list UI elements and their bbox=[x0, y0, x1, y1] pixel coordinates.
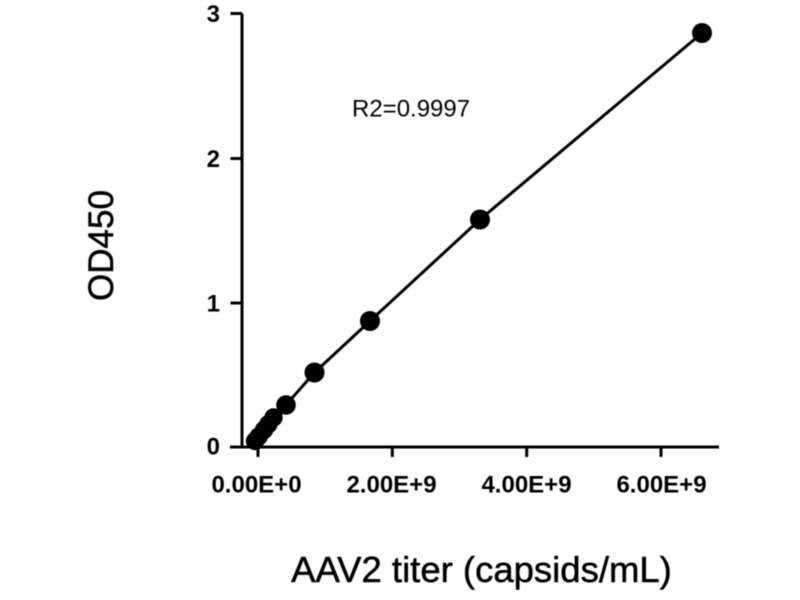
svg-text:AAV2 titer (capsids/mL): AAV2 titer (capsids/mL) bbox=[291, 549, 672, 590]
svg-text:0.00E+0: 0.00E+0 bbox=[211, 472, 301, 499]
svg-text:6.00E+9: 6.00E+9 bbox=[616, 472, 706, 499]
svg-text:OD450: OD450 bbox=[82, 190, 121, 301]
svg-text:R2=0.9997: R2=0.9997 bbox=[352, 96, 470, 123]
svg-text:3: 3 bbox=[207, 1, 220, 28]
svg-text:0: 0 bbox=[207, 434, 220, 461]
svg-text:1: 1 bbox=[207, 291, 220, 318]
svg-text:2: 2 bbox=[207, 146, 220, 173]
svg-text:4.00E+9: 4.00E+9 bbox=[481, 472, 571, 499]
svg-text:2.00E+9: 2.00E+9 bbox=[346, 472, 436, 499]
